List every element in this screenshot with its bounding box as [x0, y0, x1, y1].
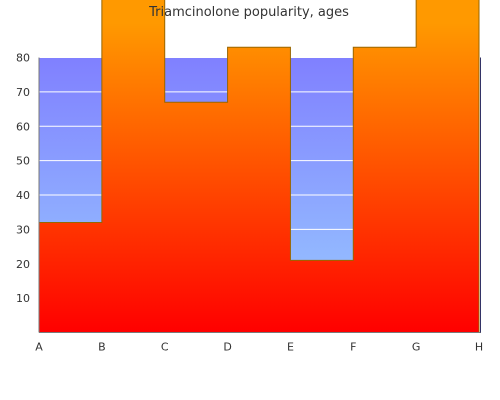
- x-tick-label-H: H: [475, 341, 483, 354]
- x-tick-label-D: D: [223, 341, 231, 354]
- y-tick-label-70: 70: [16, 86, 30, 99]
- x-tick-label-F: F: [350, 341, 356, 354]
- y-tick-label-40: 40: [16, 189, 30, 202]
- y-tick-label-10: 10: [16, 292, 30, 305]
- x-tick-label-C: C: [161, 341, 169, 354]
- series-1-area: [39, 0, 480, 333]
- x-tick-label-B: B: [98, 341, 106, 354]
- y-tick-label-50: 50: [16, 155, 30, 168]
- y-tick-label-20: 20: [16, 258, 30, 271]
- x-tick-label-G: G: [412, 341, 421, 354]
- y-tick-label-30: 30: [16, 223, 30, 236]
- chart-title: Triamcinolone popularity, ages: [148, 5, 349, 20]
- x-tick-label-A: A: [35, 341, 43, 354]
- x-tick-label-E: E: [287, 341, 294, 354]
- y-tick-label-60: 60: [16, 120, 30, 133]
- y-tick-label-80: 80: [16, 52, 30, 65]
